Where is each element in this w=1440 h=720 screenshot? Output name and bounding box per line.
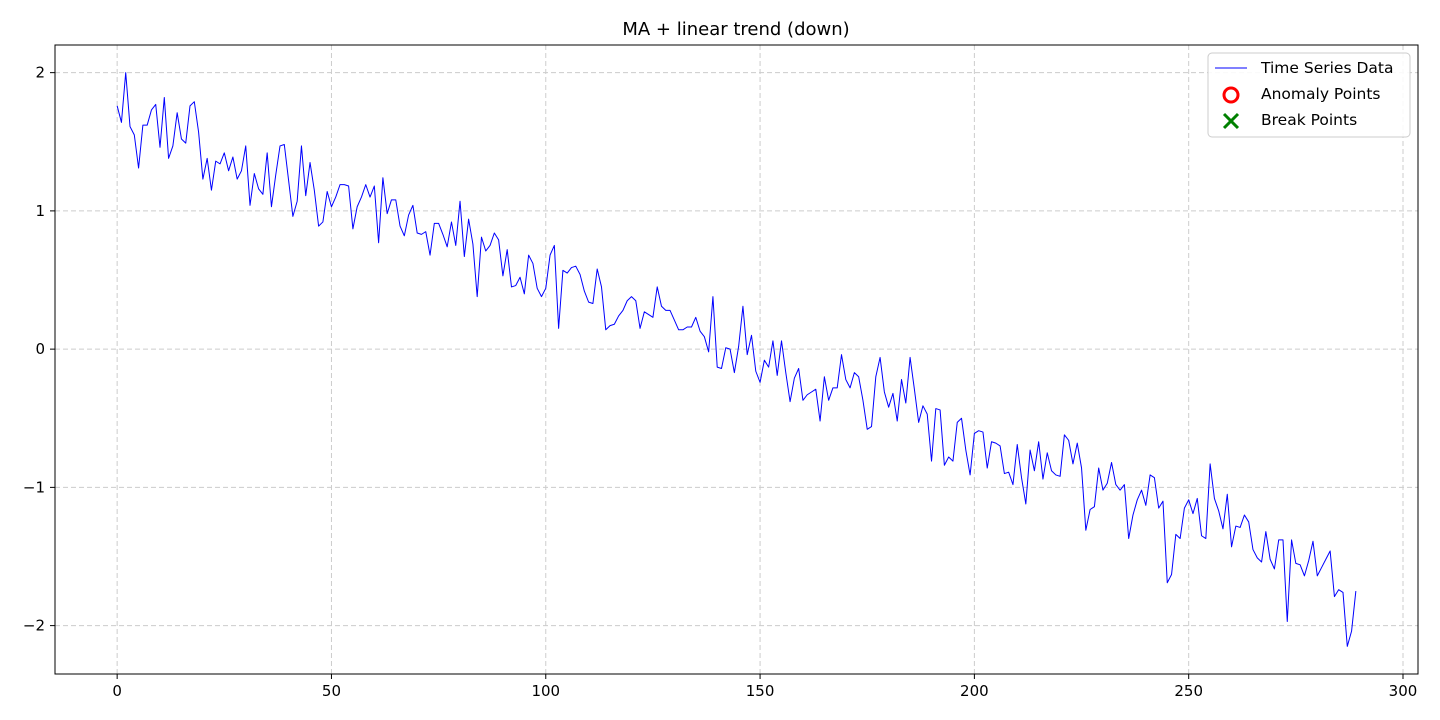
chart-title: MA + linear trend (down): [622, 19, 849, 40]
grid-lines: [55, 45, 1418, 674]
x-tick-label: 100: [531, 682, 560, 700]
legend: Time Series Data Anomaly Points Break Po…: [1207, 52, 1411, 138]
y-tick-label: 2: [35, 64, 45, 82]
x-tick-label: 250: [1174, 682, 1203, 700]
legend-label-break: Break Points: [1261, 111, 1357, 129]
y-tick-label: 1: [35, 202, 45, 220]
legend-x-marker: [1222, 112, 1240, 130]
y-tick-label: 0: [35, 340, 45, 358]
series-layer: [116, 72, 1357, 647]
legend-circle-marker: [1222, 86, 1240, 104]
series-line: [116, 72, 1357, 647]
x-tick-label: 300: [1389, 682, 1418, 700]
legend-label-anomaly: Anomaly Points: [1261, 85, 1380, 103]
x-tick-label: 50: [322, 682, 341, 700]
y-tick-label: −1: [23, 478, 45, 496]
x-tick-label: 150: [746, 682, 775, 700]
x-tick-label: 200: [960, 682, 989, 700]
legend-label-time-series: Time Series Data: [1260, 59, 1393, 77]
x-tick-label: 0: [112, 682, 122, 700]
plot-frame: [54, 44, 1419, 675]
axis-ticks: 0 50 100 150 200 250 300 −2 −1 0 1 2: [23, 64, 1417, 700]
y-tick-label: −2: [23, 617, 45, 635]
legend-frame: [1207, 52, 1411, 138]
